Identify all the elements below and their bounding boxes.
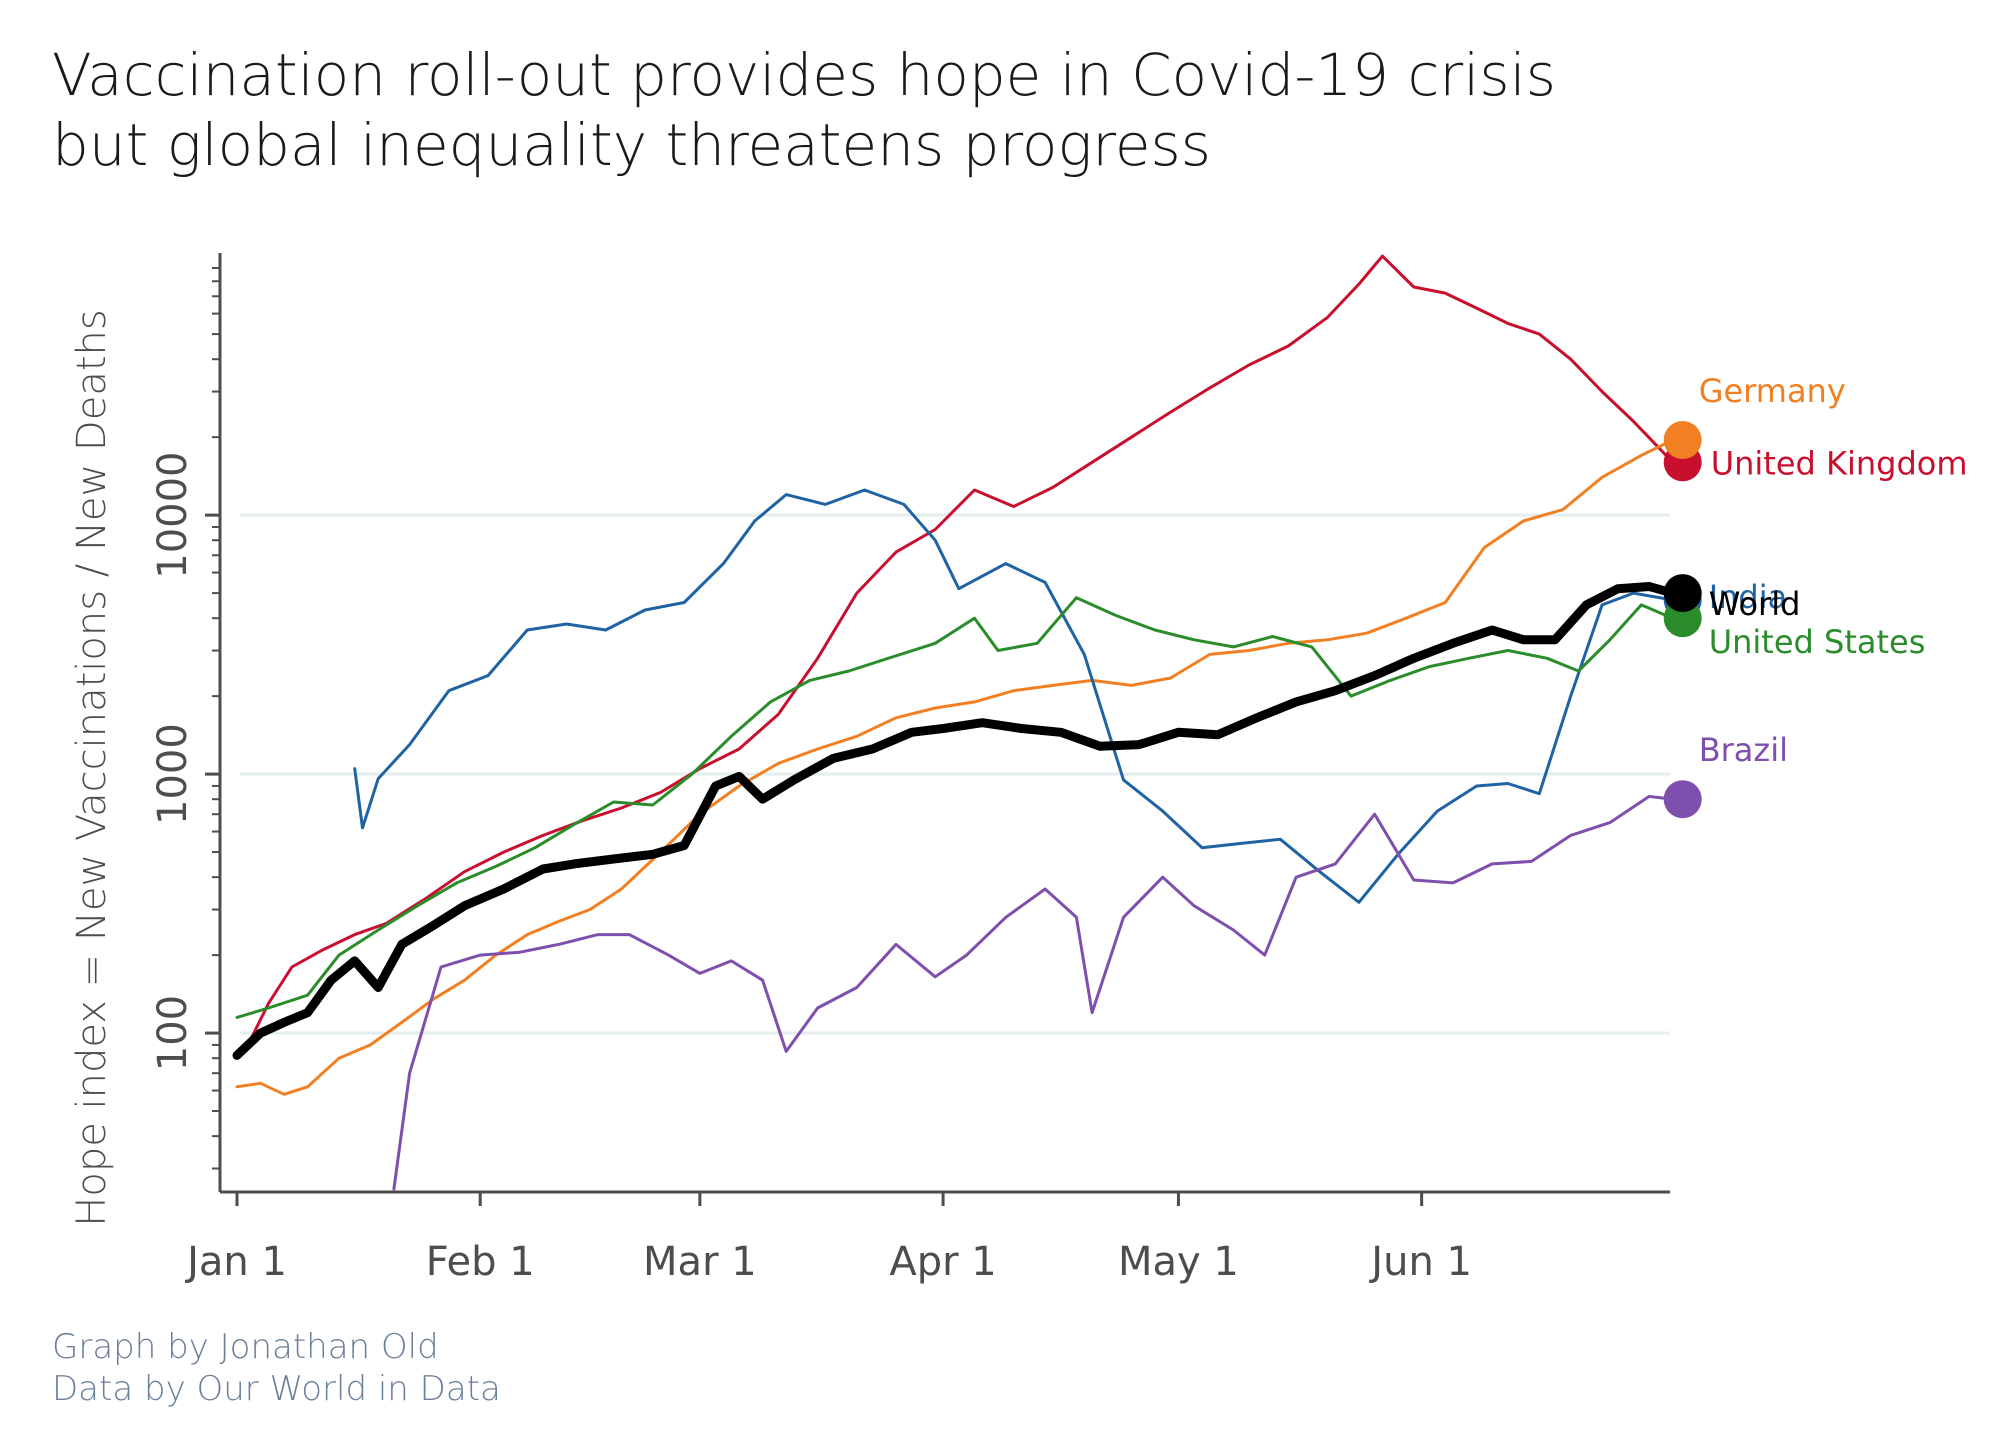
series-line-world: [232, 582, 1678, 1060]
x-tick-label: Jun 1: [1368, 1239, 1472, 1285]
end-marker-germany: [1663, 421, 1702, 460]
end-marker-world: [1663, 574, 1702, 613]
chart-title: Vaccination roll-out provides hope in Co…: [52, 40, 1556, 180]
caption-source: Data by Our World in Data: [52, 1369, 501, 1409]
series-label-india: India: [1709, 578, 1788, 616]
y-tick-label: 1000: [150, 723, 196, 825]
x-tick-label: May 1: [1118, 1239, 1239, 1285]
chart-title-line-2: but global inequality threatens progress: [52, 111, 1211, 179]
x-tick-label: Mar 1: [643, 1239, 757, 1285]
axes: 100 1000 10000 Jan 1 Feb 1 Mar 1 Apr 1 May 1 Jun…: [150, 253, 1670, 1285]
x-tick-label: Jan 1: [184, 1239, 287, 1285]
x-tick-label: Apr 1: [889, 1239, 996, 1285]
series-line-united-kingdom: [243, 254, 1675, 1053]
end-marker-brazil: [1663, 780, 1702, 819]
series-line-brazil: [392, 794, 1675, 1191]
series-line-united-states: [235, 596, 1675, 1019]
series-label-brazil: Brazil: [1699, 731, 1788, 769]
gridlines: [240, 513, 1670, 1035]
caption: Graph by Jonathan Old Data by Our World …: [52, 1326, 501, 1410]
series-label-germany: Germany: [1699, 372, 1846, 410]
y-tick-label: 100: [150, 995, 196, 1071]
series-line-germany: [235, 438, 1675, 1096]
chart-title-line-1: Vaccination roll-out provides hope in Co…: [52, 41, 1556, 109]
y-tick-label: 10000: [150, 452, 196, 579]
x-tick-label: Feb 1: [426, 1239, 535, 1285]
series-lines: [232, 254, 1678, 1191]
end-markers: [1663, 421, 1702, 819]
series-label-world: World: [1709, 585, 1801, 623]
series-line-india: [353, 488, 1675, 904]
caption-author: Graph by Jonathan Old: [52, 1327, 439, 1367]
series-label-united-kingdom: United Kingdom: [1711, 444, 1968, 482]
series-label-united-states: United States: [1709, 623, 1926, 661]
